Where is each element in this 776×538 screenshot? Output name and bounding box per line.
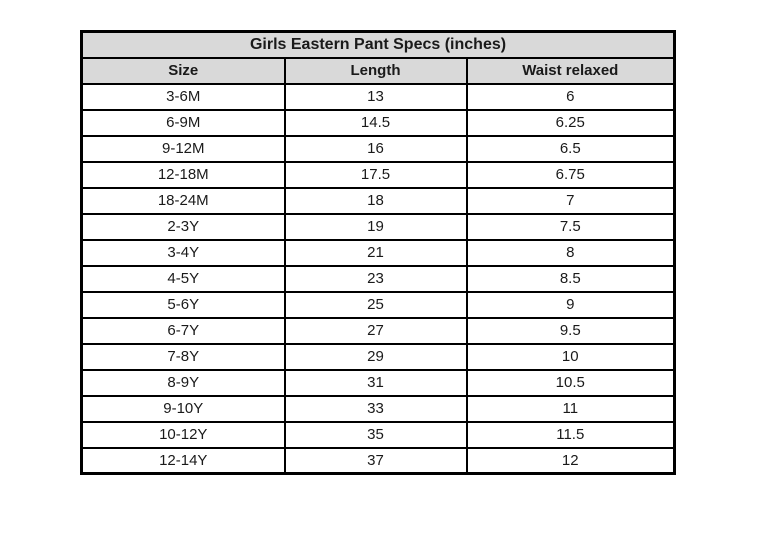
length-cell: 35 (283, 420, 468, 449)
column-header-size: Size (80, 56, 286, 85)
size-cell: 4-5Y (80, 264, 286, 293)
size-cell: 12-18M (80, 160, 286, 189)
waist-relaxed-cell: 6 (465, 82, 676, 111)
length-cell: 29 (283, 342, 468, 371)
size-cell: 6-9M (80, 108, 286, 137)
column-header-waist-relaxed: Waist relaxed (465, 56, 676, 85)
size-cell: 5-6Y (80, 290, 286, 319)
waist-relaxed-cell: 11.5 (465, 420, 676, 449)
length-cell: 19 (283, 212, 468, 241)
pant-specs-table: Girls Eastern Pant Specs (inches) Size L… (80, 30, 677, 475)
length-cell: 14.5 (283, 108, 468, 137)
table-header-row: Size Length Waist relaxed (80, 56, 676, 85)
table-row: 10-12Y 35 11.5 (80, 420, 676, 449)
waist-relaxed-cell: 11 (465, 394, 676, 423)
size-cell: 7-8Y (80, 342, 286, 371)
waist-relaxed-cell: 7 (465, 186, 676, 215)
size-cell: 3-6M (80, 82, 286, 111)
table-row: 6-9M 14.5 6.25 (80, 108, 676, 137)
length-cell: 33 (283, 394, 468, 423)
table-row: 8-9Y 31 10.5 (80, 368, 676, 397)
waist-relaxed-cell: 10.5 (465, 368, 676, 397)
length-cell: 23 (283, 264, 468, 293)
table-row: 12-14Y 37 12 (80, 446, 676, 475)
size-cell: 18-24M (80, 186, 286, 215)
waist-relaxed-cell: 12 (465, 446, 676, 475)
length-cell: 31 (283, 368, 468, 397)
table-row: 9-12M 16 6.5 (80, 134, 676, 163)
waist-relaxed-cell: 10 (465, 342, 676, 371)
table-body: 3-6M 13 6 6-9M 14.5 6.25 9-12M 16 6.5 12-18M 17.5 6… (80, 82, 676, 475)
length-cell: 27 (283, 316, 468, 345)
waist-relaxed-cell: 6.25 (465, 108, 676, 137)
waist-relaxed-cell: 6.75 (465, 160, 676, 189)
table-row: 9-10Y 33 11 (80, 394, 676, 423)
table-row: 3-6M 13 6 (80, 82, 676, 111)
size-cell: 12-14Y (80, 446, 286, 475)
size-cell: 2-3Y (80, 212, 286, 241)
table-row: 3-4Y 21 8 (80, 238, 676, 267)
table-row: 18-24M 18 7 (80, 186, 676, 215)
size-cell: 9-12M (80, 134, 286, 163)
size-cell: 9-10Y (80, 394, 286, 423)
size-cell: 10-12Y (80, 420, 286, 449)
table-row: 4-5Y 23 8.5 (80, 264, 676, 293)
waist-relaxed-cell: 6.5 (465, 134, 676, 163)
table-row: 2-3Y 19 7.5 (80, 212, 676, 241)
length-cell: 17.5 (283, 160, 468, 189)
table-row: 7-8Y 29 10 (80, 342, 676, 371)
waist-relaxed-cell: 8.5 (465, 264, 676, 293)
length-cell: 21 (283, 238, 468, 267)
length-cell: 18 (283, 186, 468, 215)
column-header-length: Length (283, 56, 468, 85)
length-cell: 37 (283, 446, 468, 475)
table-row: 6-7Y 27 9.5 (80, 316, 676, 345)
size-cell: 8-9Y (80, 368, 286, 397)
length-cell: 25 (283, 290, 468, 319)
length-cell: 16 (283, 134, 468, 163)
table-title: Girls Eastern Pant Specs (inches) (80, 30, 676, 59)
size-cell: 3-4Y (80, 238, 286, 267)
table-row: 12-18M 17.5 6.75 (80, 160, 676, 189)
table-row: 5-6Y 25 9 (80, 290, 676, 319)
waist-relaxed-cell: 8 (465, 238, 676, 267)
waist-relaxed-cell: 9.5 (465, 316, 676, 345)
waist-relaxed-cell: 7.5 (465, 212, 676, 241)
waist-relaxed-cell: 9 (465, 290, 676, 319)
size-cell: 6-7Y (80, 316, 286, 345)
table-title-row: Girls Eastern Pant Specs (inches) (80, 30, 676, 59)
length-cell: 13 (283, 82, 468, 111)
